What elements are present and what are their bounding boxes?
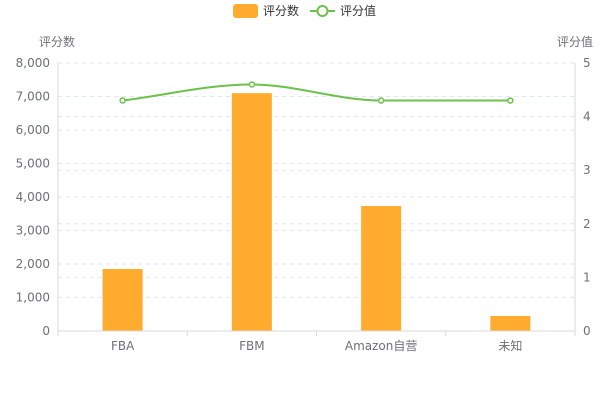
grid-lines xyxy=(58,62,575,298)
legend-swatch-marker xyxy=(316,5,329,17)
x-tick-label: Amazon自营 xyxy=(345,339,418,353)
line-point-Amazon自营 xyxy=(377,97,385,104)
line-path xyxy=(122,83,511,102)
legend-item-bar[interactable]: 评分数 xyxy=(233,3,299,18)
y-axis-right-title: 评分值 xyxy=(557,34,593,49)
y-right-tick-label: 1 xyxy=(583,270,591,284)
y-right-tick-label: 4 xyxy=(583,110,591,124)
line-series xyxy=(119,81,514,104)
line-point-未知 xyxy=(507,97,514,104)
bar-FBM xyxy=(231,93,272,332)
legend-swatch-bar xyxy=(233,4,258,18)
y-left-tick-label: 1,000 xyxy=(16,291,50,305)
y-right-tick-label: 0 xyxy=(583,324,591,338)
line-point-FBA xyxy=(119,97,126,104)
y-right-tick-label: 5 xyxy=(583,56,591,70)
y-left-tick-label: 5,000 xyxy=(16,157,50,171)
y-left-tick-label: 0 xyxy=(42,324,50,338)
y-left-tick-label: 3,000 xyxy=(16,224,50,238)
legend-label-bar: 评分数 xyxy=(263,3,299,18)
y-left-tick-label: 6,000 xyxy=(16,123,50,137)
y-left-tick-label: 2,000 xyxy=(16,257,50,271)
x-tick-label: 未知 xyxy=(498,339,522,353)
y-left-tick-label: 4,000 xyxy=(16,190,50,204)
bar-FBA xyxy=(102,269,143,331)
y-axis-left-title: 评分数 xyxy=(39,34,75,49)
y-left-tick-label: 7,000 xyxy=(16,90,50,104)
axes: 0 1,000 2,000 3,000 4,000 5,000 6,000 7,000 8,00… xyxy=(16,56,591,353)
y-left-tick-label: 8,000 xyxy=(16,56,50,70)
legend-item-line[interactable]: 评分值 xyxy=(310,3,376,18)
y-right-tick-label: 3 xyxy=(583,163,591,177)
x-tick-label: FBA xyxy=(111,339,135,353)
x-tick-label: FBM xyxy=(239,339,265,353)
bar-未知 xyxy=(490,315,531,331)
y-right-tick-label: 2 xyxy=(583,217,591,231)
bar-series xyxy=(102,93,531,332)
bar-Amazon自营 xyxy=(361,206,402,331)
line-point-FBM xyxy=(248,81,256,88)
legend[interactable]: 评分数 评分值 xyxy=(233,3,376,18)
legend-label-line: 评分值 xyxy=(340,3,376,18)
